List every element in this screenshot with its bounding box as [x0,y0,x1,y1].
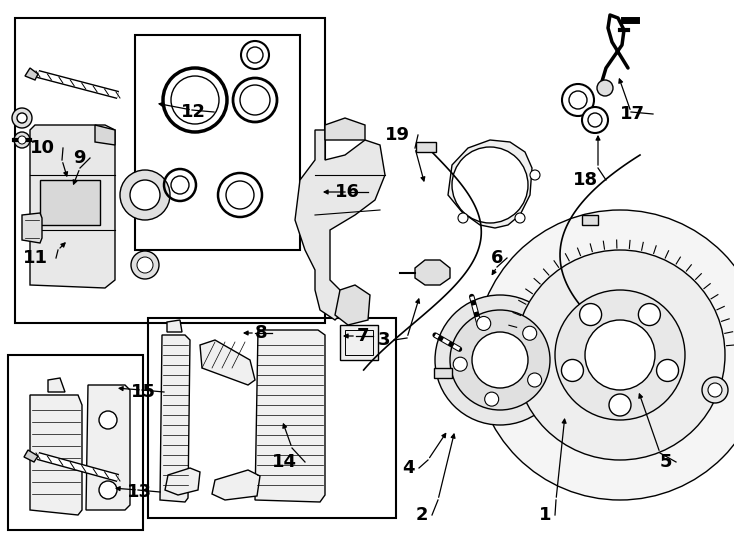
Circle shape [171,76,219,124]
Text: 8: 8 [255,324,268,342]
Polygon shape [335,285,370,325]
Bar [15,18,325,323]
Text: 15: 15 [131,383,156,401]
Circle shape [99,481,117,499]
Text: 16: 16 [335,183,360,201]
Polygon shape [24,450,38,462]
Polygon shape [160,335,190,502]
Circle shape [240,85,270,115]
Bar [434,368,452,378]
Polygon shape [22,213,42,243]
Text: 9: 9 [73,149,86,167]
Circle shape [588,113,602,127]
Polygon shape [30,395,82,515]
Bar [40,180,100,225]
Circle shape [120,170,170,220]
Circle shape [137,257,153,273]
Text: 13: 13 [127,483,152,501]
Text: 1: 1 [539,506,551,524]
Circle shape [562,84,594,116]
Circle shape [562,360,584,381]
Circle shape [515,213,525,223]
Text: 2: 2 [415,506,428,524]
Circle shape [130,180,160,210]
Polygon shape [165,468,200,495]
Polygon shape [295,130,385,320]
Bar [416,142,436,152]
Circle shape [14,132,30,148]
Circle shape [597,80,613,96]
Text: 7: 7 [357,327,369,345]
Polygon shape [200,340,255,385]
Circle shape [530,170,540,180]
Circle shape [453,357,468,371]
Circle shape [475,210,734,500]
Circle shape [476,316,491,330]
Polygon shape [325,118,365,140]
Text: 17: 17 [620,105,645,123]
Bar [345,330,373,355]
Polygon shape [86,385,130,510]
Polygon shape [255,330,325,502]
Circle shape [458,213,468,223]
Circle shape [484,392,498,406]
Circle shape [585,320,655,390]
Text: 14: 14 [272,453,297,471]
Bar [135,35,300,250]
Polygon shape [212,470,260,500]
Text: 12: 12 [181,103,206,121]
Bar [8,355,143,530]
Bar [148,318,396,518]
Circle shape [569,91,587,109]
Bar [340,325,378,360]
Polygon shape [95,125,115,145]
Circle shape [580,303,602,326]
Circle shape [12,108,32,128]
Circle shape [17,113,27,123]
Text: 11: 11 [23,249,48,267]
Text: 6: 6 [490,249,503,267]
Text: 4: 4 [402,459,415,477]
Polygon shape [448,140,532,228]
Circle shape [702,377,728,403]
Circle shape [450,310,550,410]
Polygon shape [415,260,450,285]
Polygon shape [30,125,115,288]
Circle shape [131,251,159,279]
Circle shape [99,411,117,429]
Circle shape [656,360,678,381]
Circle shape [472,332,528,388]
Circle shape [247,47,263,63]
Circle shape [582,107,608,133]
Polygon shape [48,378,65,392]
Text: 3: 3 [377,331,390,349]
Polygon shape [167,320,182,332]
Circle shape [639,303,661,326]
Text: 5: 5 [660,453,672,471]
Circle shape [523,326,537,340]
Circle shape [226,181,254,209]
Text: 19: 19 [385,126,410,144]
Circle shape [435,295,565,425]
Polygon shape [25,68,38,80]
Text: 18: 18 [573,171,598,189]
Circle shape [555,290,685,420]
Circle shape [609,394,631,416]
Text: 10: 10 [30,139,55,157]
Circle shape [18,136,26,144]
Bar [582,215,598,225]
Circle shape [708,383,722,397]
Circle shape [171,176,189,194]
Circle shape [452,147,528,223]
Circle shape [515,250,725,460]
Circle shape [528,373,542,387]
